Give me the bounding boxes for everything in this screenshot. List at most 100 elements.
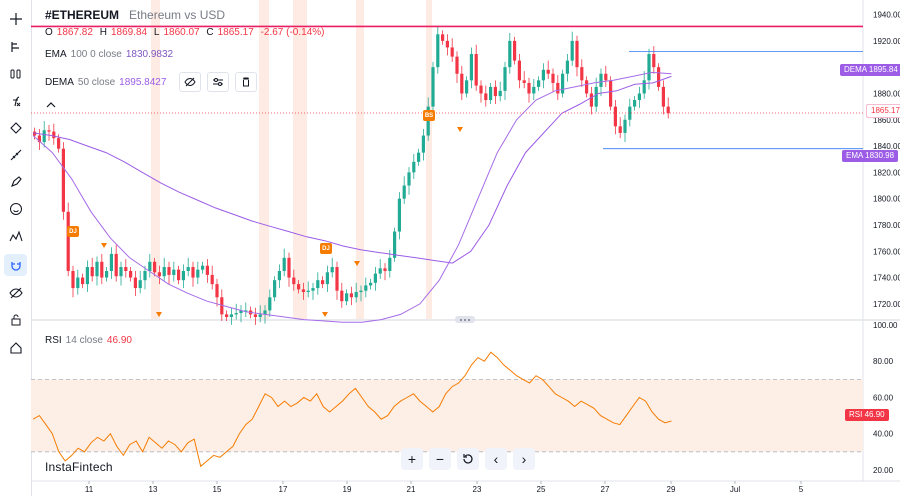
dema-tag-label: DEMA xyxy=(844,65,867,74)
emoji-icon[interactable] xyxy=(4,198,27,220)
price-axis-label: 1800.00 xyxy=(873,195,900,204)
crosshair-icon[interactable] xyxy=(4,8,27,30)
dema-legend[interactable]: DEMA 50 close 1895.8427 xyxy=(45,72,265,92)
candle-body xyxy=(225,314,229,317)
fib-icon[interactable] xyxy=(4,63,27,85)
rsi-axis-label: 20.00 xyxy=(873,466,894,475)
pattern-icon[interactable] xyxy=(4,117,27,139)
candle-body xyxy=(196,269,200,278)
candle-body xyxy=(143,270,147,281)
candle-body xyxy=(527,82,531,94)
candle-body xyxy=(455,56,459,74)
candle-body xyxy=(589,93,593,107)
candle-body xyxy=(393,231,397,258)
candle-body xyxy=(100,261,104,278)
signal-marker[interactable]: BS xyxy=(423,110,435,121)
candle-body xyxy=(129,270,133,278)
candle-body xyxy=(244,310,248,312)
candle-body xyxy=(81,277,85,285)
hide-drawings-icon[interactable] xyxy=(4,282,27,304)
candle-body xyxy=(57,138,61,149)
dema-value: 1895.8427 xyxy=(119,76,167,88)
rsi-value: 46.90 xyxy=(106,335,132,346)
symbol-legend: #ETHEREUM Ethereum vs USD xyxy=(45,8,229,22)
candle-body xyxy=(277,270,281,281)
chart-navigation: + − ‹ › xyxy=(401,448,535,470)
low-value: 1860.07 xyxy=(163,27,200,38)
candle-body xyxy=(76,277,80,289)
close-value: 1865.17 xyxy=(217,27,254,38)
candle-body xyxy=(541,69,545,81)
candle-body xyxy=(604,73,608,81)
candle-body xyxy=(570,40,574,61)
reset-icon xyxy=(463,454,473,464)
time-axis-label: 11 xyxy=(85,485,94,494)
candle-body xyxy=(369,282,373,286)
candle-body xyxy=(52,131,56,139)
collapse-legend-icon[interactable] xyxy=(43,97,59,111)
ohlc-legend: O 1867.82 H 1869.84 L 1860.07 C 1865.17 -2.6… xyxy=(45,27,328,38)
pane-resize-handle[interactable] xyxy=(455,316,475,323)
candle-body xyxy=(657,67,661,87)
price-axis-label: 1880.00 xyxy=(873,89,900,98)
function-icon[interactable] xyxy=(4,90,27,112)
candle-body xyxy=(484,93,488,101)
time-axis-label: 15 xyxy=(213,485,222,494)
candle-body xyxy=(71,270,75,289)
candle-body xyxy=(378,268,382,274)
ema-legend[interactable]: EMA 100 0 close 1830.9832 xyxy=(45,49,177,60)
candle-body xyxy=(474,54,478,86)
price-axis-label: 1740.00 xyxy=(873,274,900,283)
rsi-band xyxy=(31,379,863,452)
signal-marker[interactable]: DJ xyxy=(320,243,332,254)
candle-body xyxy=(47,130,51,132)
candle-body xyxy=(618,126,622,133)
candle-body xyxy=(330,267,334,273)
candle-body xyxy=(546,69,550,74)
signal-marker[interactable]: DJ xyxy=(67,226,79,237)
symbol-ticker[interactable]: #ETHEREUM xyxy=(45,8,120,22)
candle-body xyxy=(119,267,123,277)
zoom-out-button[interactable]: − xyxy=(429,448,451,470)
ema-params: 100 0 close xyxy=(70,49,122,60)
candle-body xyxy=(234,313,238,315)
magnet-icon[interactable] xyxy=(4,254,27,276)
measure-icon[interactable] xyxy=(4,226,27,248)
candle-body xyxy=(148,261,152,271)
session-band xyxy=(356,0,364,319)
home-icon[interactable] xyxy=(4,337,27,359)
candle-body xyxy=(397,198,401,232)
price-axis-label: 1940.00 xyxy=(873,11,900,20)
ruler-icon[interactable] xyxy=(4,144,27,166)
hide-indicator-icon[interactable] xyxy=(179,72,202,92)
lock-drawings-icon[interactable] xyxy=(4,309,27,331)
candle-body xyxy=(661,86,665,107)
candle-body xyxy=(402,185,406,199)
candle-body xyxy=(186,267,190,271)
brush-icon[interactable] xyxy=(4,171,27,193)
session-band xyxy=(293,0,307,319)
rsi-legend[interactable]: RSI 14 close 46.90 xyxy=(45,335,136,346)
candle-body xyxy=(124,267,128,271)
candle-body xyxy=(268,297,272,311)
settings-icon[interactable] xyxy=(207,72,230,92)
candle-body xyxy=(61,148,65,212)
open-label: O xyxy=(45,27,53,38)
trend-line-icon[interactable] xyxy=(4,36,27,58)
candle-body xyxy=(388,257,392,271)
scroll-left-button[interactable]: ‹ xyxy=(485,448,507,470)
candle-body xyxy=(642,80,646,94)
candle-body xyxy=(297,284,301,290)
reset-chart-button[interactable] xyxy=(457,448,479,470)
candle-body xyxy=(138,280,142,289)
candle-body xyxy=(239,310,243,314)
delete-icon[interactable] xyxy=(235,72,258,92)
dema-axis-tag: DEMA 1895.84 xyxy=(840,64,900,76)
last-price-tag: 1865.17 xyxy=(866,104,900,118)
scroll-right-button[interactable]: › xyxy=(513,448,535,470)
candle-body xyxy=(210,274,214,285)
price-axis-label: 1860.00 xyxy=(873,116,900,125)
rsi-params: 14 close xyxy=(65,335,103,346)
zoom-in-button[interactable]: + xyxy=(401,448,423,470)
drawing-toolbar xyxy=(0,0,32,496)
